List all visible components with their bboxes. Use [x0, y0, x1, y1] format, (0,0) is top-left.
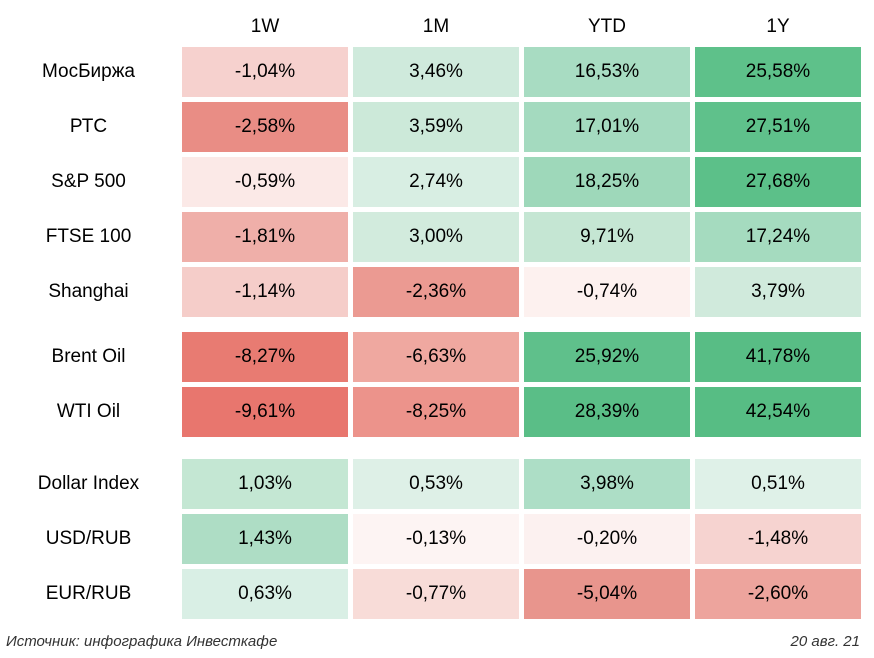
date-caption: 20 авг. 21	[790, 633, 860, 650]
heatmap-cell: 25,92%	[524, 332, 690, 382]
heatmap-cell: -9,61%	[182, 387, 348, 437]
table-row: Brent Oil -8,27% -6,63% 25,92% 41,78%	[0, 332, 874, 382]
section-oil: Brent Oil -8,27% -6,63% 25,92% 41,78% WTI Oil…	[0, 332, 874, 437]
section-currencies: Dollar Index 1,03% 0,53% 3,98% 0,51% USD/RUB 1…	[0, 459, 874, 619]
heatmap-cell: -0,13%	[353, 514, 519, 564]
heatmap-cell: -1,81%	[182, 212, 348, 262]
heatmap-body: МосБиржа -1,04% 3,46% 16,53% 25,58% РТС -2,58%…	[0, 47, 874, 619]
table-row: EUR/RUB 0,63% -0,77% -5,04% -2,60%	[0, 569, 874, 619]
heatmap-cell: 0,63%	[182, 569, 348, 619]
table-row: WTI Oil -9,61% -8,25% 28,39% 42,54%	[0, 387, 874, 437]
column-header-row: 1W 1M YTD 1Y	[0, 0, 874, 47]
table-row: Shanghai -1,14% -2,36% -0,74% 3,79%	[0, 267, 874, 317]
row-label: S&P 500	[51, 171, 126, 192]
row-label: Dollar Index	[37, 473, 140, 494]
source-caption: Источник: инфографика Инвесткафе	[6, 633, 278, 650]
heatmap-cell: 3,79%	[695, 267, 861, 317]
heatmap-cell: -0,59%	[182, 157, 348, 207]
row-label: Shanghai	[48, 281, 129, 302]
footer: Источник: инфографика Инвесткафе 20 авг.…	[0, 624, 874, 650]
column-header-1y: 1Y	[766, 16, 790, 37]
heatmap-cell: 18,25%	[524, 157, 690, 207]
heatmap-cell: 3,00%	[353, 212, 519, 262]
heatmap-cell: 42,54%	[695, 387, 861, 437]
heatmap-cell: -6,63%	[353, 332, 519, 382]
heatmap-cell: 41,78%	[695, 332, 861, 382]
heatmap-cell: -1,48%	[695, 514, 861, 564]
heatmap-cell: -0,77%	[353, 569, 519, 619]
heatmap-cell: 1,03%	[182, 459, 348, 509]
heatmap-cell: -8,27%	[182, 332, 348, 382]
table-row: МосБиржа -1,04% 3,46% 16,53% 25,58%	[0, 47, 874, 97]
column-header-ytd: YTD	[588, 16, 626, 37]
row-label: Brent Oil	[51, 346, 126, 367]
heatmap-cell: -2,58%	[182, 102, 348, 152]
table-row: S&P 500 -0,59% 2,74% 18,25% 27,68%	[0, 157, 874, 207]
heatmap-cell: -1,14%	[182, 267, 348, 317]
heatmap-cell: 0,51%	[695, 459, 861, 509]
heatmap-cell: -0,74%	[524, 267, 690, 317]
table-row: USD/RUB 1,43% -0,13% -0,20% -1,48%	[0, 514, 874, 564]
heatmap-cell: 2,74%	[353, 157, 519, 207]
column-header-1w: 1W	[250, 16, 280, 37]
heatmap-cell: -5,04%	[524, 569, 690, 619]
heatmap-cell: -2,36%	[353, 267, 519, 317]
heatmap-cell: 9,71%	[524, 212, 690, 262]
heatmap-cell: -8,25%	[353, 387, 519, 437]
heatmap-cell: 16,53%	[524, 47, 690, 97]
heatmap-cell: 17,24%	[695, 212, 861, 262]
row-label: FTSE 100	[45, 226, 132, 247]
heatmap-cell: 1,43%	[182, 514, 348, 564]
column-header-1m: 1M	[422, 16, 450, 37]
heatmap-cell: 28,39%	[524, 387, 690, 437]
row-label: РТС	[69, 116, 108, 137]
heatmap-cell: 3,59%	[353, 102, 519, 152]
row-label: WTI Oil	[56, 401, 121, 422]
table-row: FTSE 100 -1,81% 3,00% 9,71% 17,24%	[0, 212, 874, 262]
heatmap-cell: 0,53%	[353, 459, 519, 509]
row-label: МосБиржа	[41, 61, 136, 82]
row-label: USD/RUB	[45, 528, 132, 549]
table-row: РТС -2,58% 3,59% 17,01% 27,51%	[0, 102, 874, 152]
heatmap-cell: 25,58%	[695, 47, 861, 97]
row-label: EUR/RUB	[45, 583, 132, 604]
heatmap-cell: -1,04%	[182, 47, 348, 97]
heatmap-cell: -2,60%	[695, 569, 861, 619]
heatmap-cell: -0,20%	[524, 514, 690, 564]
heatmap-cell: 3,46%	[353, 47, 519, 97]
heatmap-cell: 27,68%	[695, 157, 861, 207]
section-equity-indices: МосБиржа -1,04% 3,46% 16,53% 25,58% РТС -2,58%…	[0, 47, 874, 317]
table-row: Dollar Index 1,03% 0,53% 3,98% 0,51%	[0, 459, 874, 509]
heatmap-cell: 17,01%	[524, 102, 690, 152]
heatmap-cell: 27,51%	[695, 102, 861, 152]
heatmap-cell: 3,98%	[524, 459, 690, 509]
